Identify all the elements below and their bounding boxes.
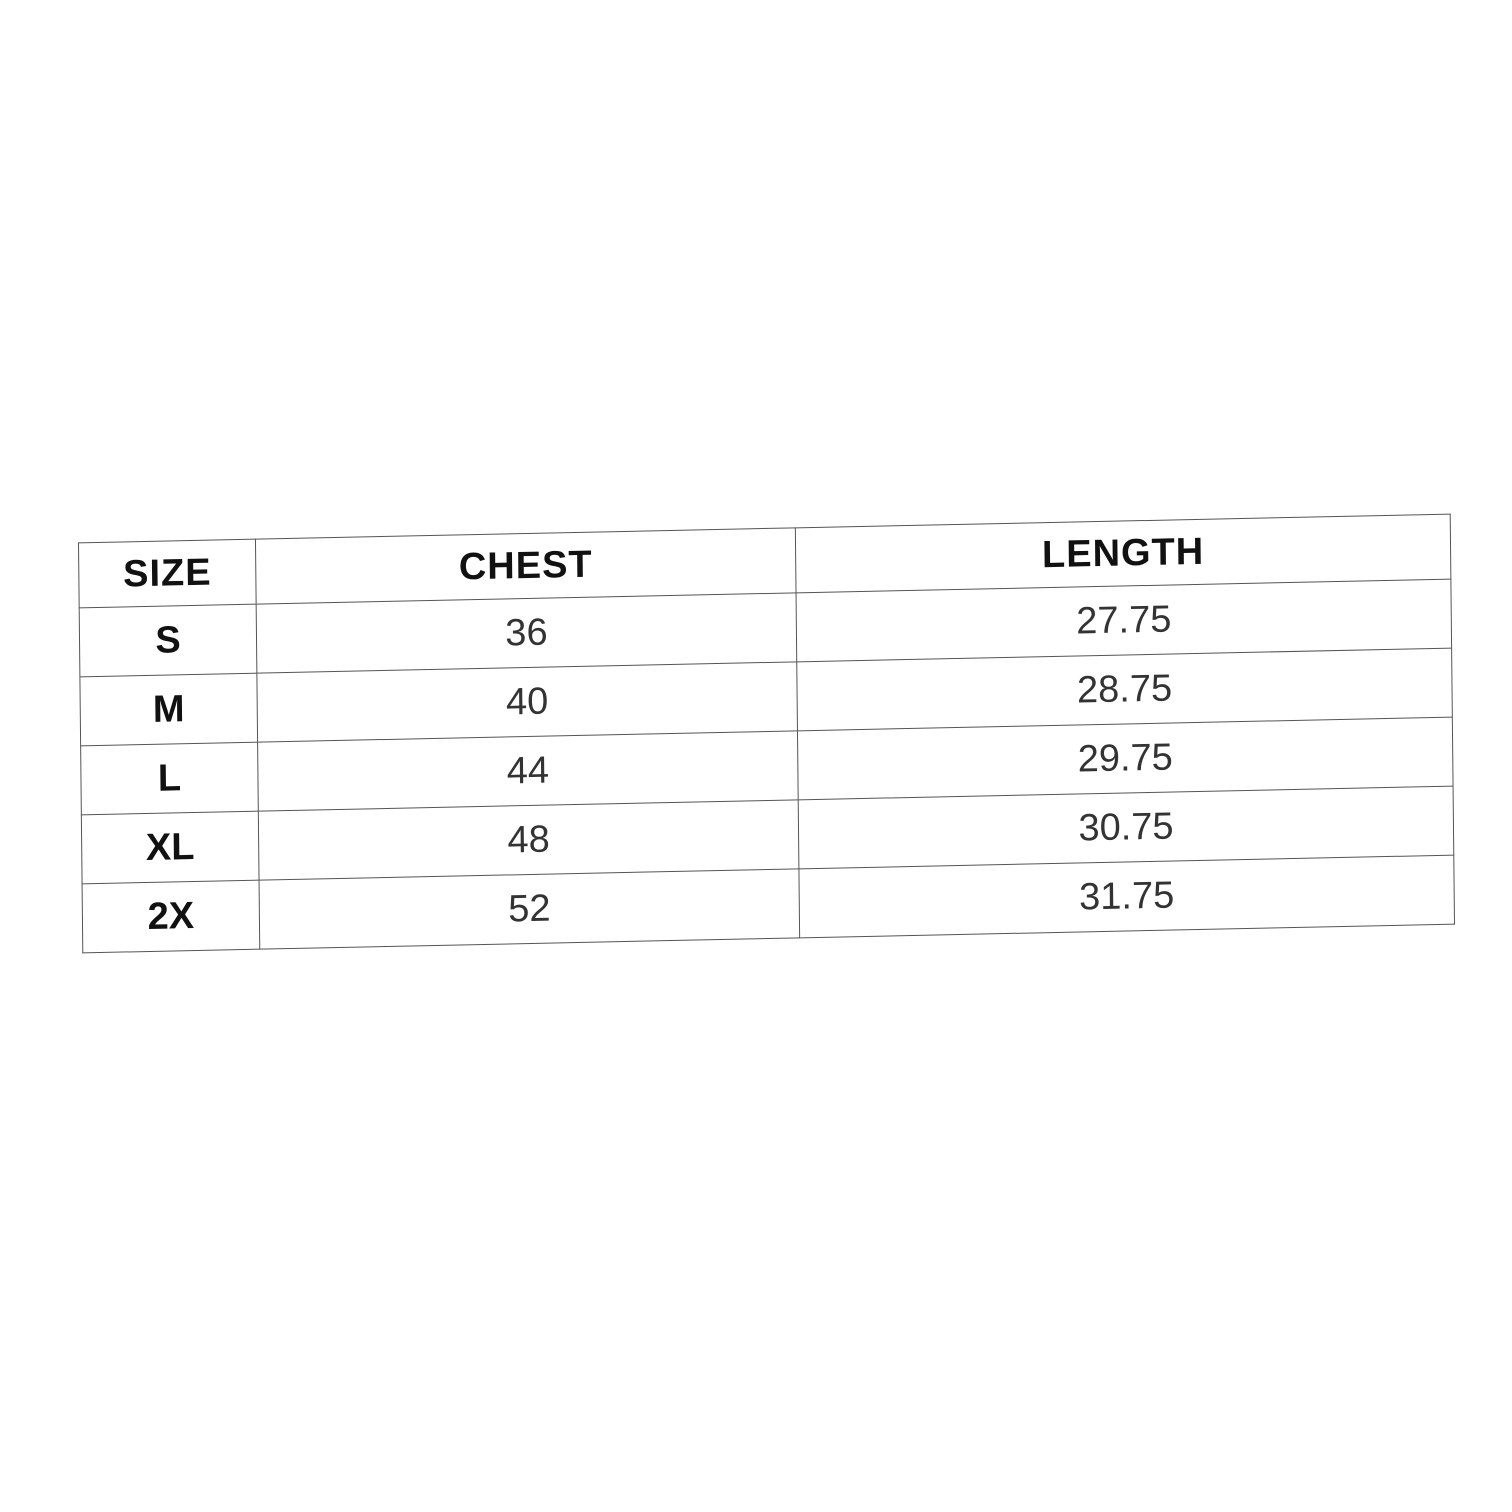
chest-cell: 44	[257, 730, 799, 812]
chest-cell: 40	[256, 661, 798, 743]
length-cell: 31.75	[798, 855, 1455, 938]
size-cell: M	[79, 673, 258, 746]
size-cell: S	[79, 604, 257, 677]
size-cell: 2X	[82, 880, 260, 953]
header-size: SIZE	[78, 539, 257, 608]
chest-cell: 36	[256, 592, 797, 674]
chest-cell: 48	[258, 799, 799, 881]
size-cell: L	[80, 742, 259, 815]
size-chart-table: SIZE CHEST LENGTH S 36 27.75 M 40 28.75 …	[78, 514, 1455, 954]
chest-cell: 52	[259, 868, 800, 950]
header-chest: CHEST	[255, 527, 797, 605]
size-cell: XL	[81, 811, 260, 884]
